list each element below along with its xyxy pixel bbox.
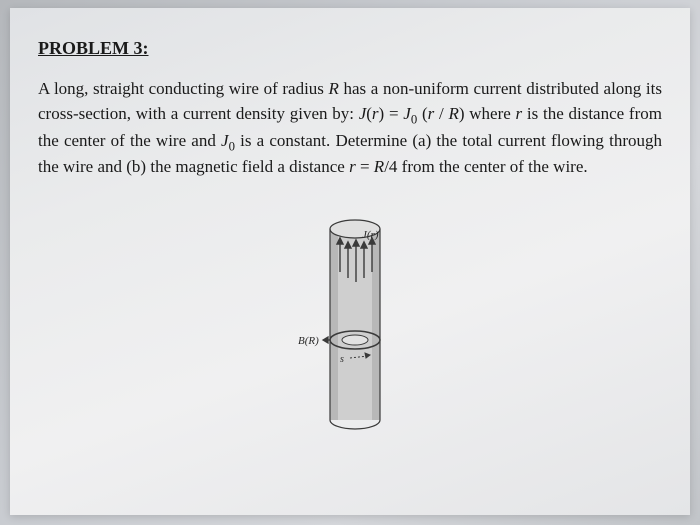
text: = [356, 157, 374, 176]
label-jr: J(r) [362, 229, 379, 241]
text: ) where [459, 104, 516, 123]
var-R: R [329, 79, 339, 98]
label-br: B(R) [298, 335, 319, 347]
var-J: J [221, 131, 229, 150]
problem-heading: PROBLEM 3: [38, 38, 662, 59]
problem-body: A long, straight conducting wire of radi… [38, 77, 662, 180]
text: /4 from the center of the wire. [384, 157, 587, 176]
label-s: s [340, 354, 344, 365]
wire-svg: J(r) B(R) s [280, 210, 420, 430]
text: / [434, 104, 448, 123]
var-r: r [349, 157, 356, 176]
var-J: J [403, 104, 411, 123]
var-r: r [372, 104, 379, 123]
wire-diagram: J(r) B(R) s [280, 210, 420, 430]
diagram-container: J(r) B(R) s [38, 210, 662, 430]
text: ( [417, 104, 427, 123]
text: A long, straight conducting wire of radi… [38, 79, 329, 98]
text: ) = [379, 104, 404, 123]
document-page: PROBLEM 3: A long, straight conducting w… [10, 8, 690, 515]
var-R: R [448, 104, 458, 123]
var-R: R [374, 157, 384, 176]
